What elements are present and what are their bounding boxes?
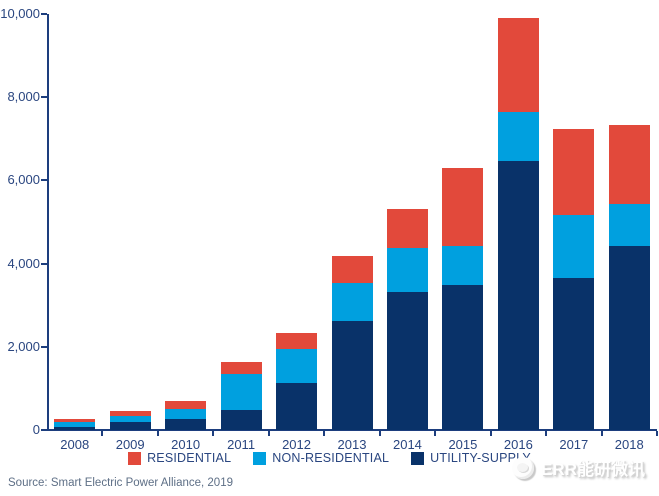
bar-2012 (276, 332, 318, 430)
legend-swatch-icon (411, 451, 425, 465)
x-axis-label: 2015 (448, 437, 478, 452)
legend-item-non-residential: NON-RESIDENTIAL (253, 451, 389, 465)
bar-2016 (497, 18, 539, 430)
bar-2008 (54, 419, 96, 430)
bar-segment-residential (553, 129, 595, 216)
bar-segment-utility-supply (608, 245, 650, 430)
x-axis-tick (656, 431, 658, 436)
y-axis-label: 6,000 (7, 172, 40, 188)
watermark-text: ERR能研微讯 (541, 460, 645, 479)
bar-segment-non-residential (497, 112, 539, 162)
x-axis-label: 2018 (614, 437, 644, 452)
bar-segment-residential (276, 332, 318, 349)
bar-segment-non-residential (165, 409, 207, 420)
watermark: ERR能研微讯 (512, 455, 645, 480)
x-axis-label: 2014 (392, 437, 422, 452)
legend-item-utility-supply: UTILITY-SUPPLY (411, 451, 531, 465)
x-axis-tick (323, 431, 326, 436)
y-axis-line (47, 14, 49, 431)
bar-segment-residential (165, 400, 207, 410)
watermark-logo-icon (512, 456, 535, 479)
bar-segment-residential (331, 255, 373, 284)
x-axis-tick (434, 431, 437, 436)
y-axis-tick (41, 345, 47, 348)
bar-segment-utility-supply (109, 422, 151, 430)
bar-segment-non-residential (276, 348, 318, 383)
x-axis-tick (101, 431, 104, 436)
x-axis-tick (545, 431, 548, 436)
legend: RESIDENTIAL NON-RESIDENTIAL UTILITY-SUPPLY (0, 451, 659, 465)
bar-segment-utility-supply (54, 426, 96, 430)
legend-item-residential: RESIDENTIAL (128, 451, 231, 465)
y-axis-label: 10,000 (0, 6, 40, 21)
x-axis-label: 2010 (171, 437, 201, 452)
bar-segment-residential (386, 208, 428, 249)
x-axis-label: 2012 (282, 437, 311, 452)
x-axis-label: 2013 (337, 437, 367, 452)
bar-2013 (331, 255, 373, 430)
x-axis-tick (212, 431, 215, 436)
bar-segment-non-residential (442, 245, 484, 285)
y-axis-tick (41, 13, 47, 15)
bar-segment-non-residential (220, 374, 262, 411)
bar-segment-non-residential (386, 248, 428, 292)
bar-segment-utility-supply (442, 284, 484, 430)
y-axis-tick (41, 96, 47, 99)
y-axis-label: 4,000 (7, 255, 40, 271)
bar-2009 (109, 411, 151, 430)
x-axis-label: 2017 (559, 437, 589, 452)
legend-label: RESIDENTIAL (147, 451, 232, 465)
y-axis-tick (41, 262, 47, 265)
bar-segment-utility-supply (165, 419, 207, 430)
bar-segment-residential (54, 419, 96, 423)
source-note: Source: Smart Electric Power Alliance, 2… (8, 477, 233, 489)
bar-2017 (553, 129, 595, 430)
bar-segment-utility-supply (497, 161, 539, 430)
bar-segment-non-residential (331, 283, 373, 322)
bar-segment-residential (220, 361, 262, 375)
bar-segment-non-residential (553, 215, 595, 279)
x-axis-tick (267, 431, 270, 436)
legend-label: UTILITY-SUPPLY (430, 451, 531, 465)
x-axis-label: 2009 (115, 437, 145, 452)
bar-segment-utility-supply (331, 321, 373, 430)
legend-swatch-icon (253, 451, 267, 465)
x-axis-label: 2011 (227, 437, 256, 452)
x-axis-label: 2008 (60, 437, 90, 452)
bar-segment-non-residential (608, 203, 650, 246)
bar-2018 (608, 124, 650, 430)
bar-segment-residential (608, 124, 650, 204)
bar-2014 (386, 208, 428, 430)
bar-segment-utility-supply (386, 291, 428, 430)
y-axis-label: 8,000 (7, 89, 40, 105)
x-axis-tick (600, 431, 603, 436)
bar-segment-utility-supply (553, 278, 595, 430)
bar-2011 (220, 361, 262, 430)
y-axis-tick (41, 179, 47, 182)
bar-segment-utility-supply (220, 410, 262, 430)
y-axis-label: 0 (32, 422, 40, 437)
legend-swatch-icon (128, 451, 142, 465)
bar-segment-residential (109, 411, 151, 417)
legend-label: NON-RESIDENTIAL (272, 451, 390, 465)
y-axis-tick (41, 429, 47, 431)
x-axis-tick (489, 431, 492, 436)
bar-segment-utility-supply (276, 382, 318, 430)
y-axis-label: 2,000 (7, 338, 40, 354)
bar-2010 (165, 400, 207, 430)
plot-area (47, 14, 657, 430)
x-axis-line (47, 429, 657, 431)
bar-segment-non-residential (109, 416, 151, 423)
x-axis-label: 2016 (503, 437, 533, 452)
bar-segment-non-residential (54, 422, 96, 427)
x-axis-tick (378, 431, 381, 436)
bar-segment-residential (442, 168, 484, 246)
x-axis-tick (156, 431, 159, 436)
bar-segment-residential (497, 18, 539, 113)
bar-2015 (442, 168, 484, 430)
